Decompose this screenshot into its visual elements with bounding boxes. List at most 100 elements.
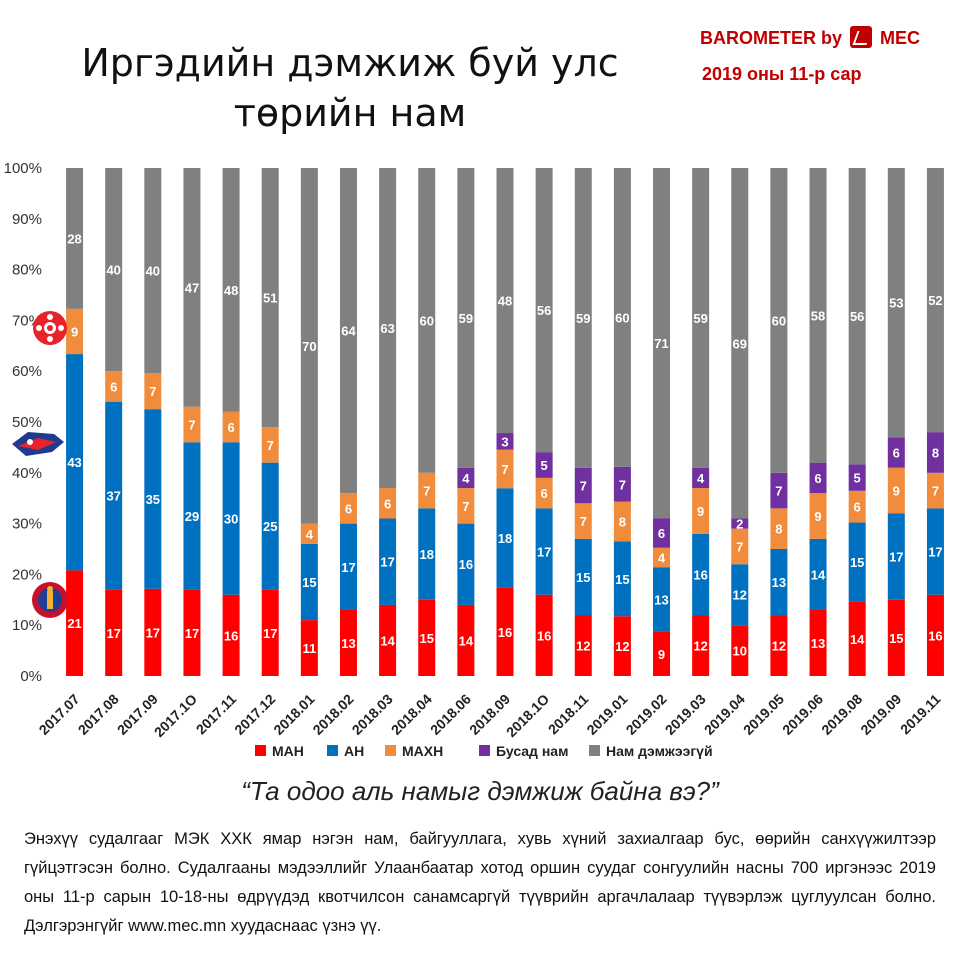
data-label: 7 — [932, 484, 939, 499]
data-label: 59 — [576, 311, 590, 326]
bar-segment — [457, 467, 475, 489]
data-label: 7 — [619, 477, 626, 492]
data-label: 14 — [380, 633, 395, 648]
bar-segment — [496, 449, 514, 489]
data-label: 59 — [459, 311, 473, 326]
data-label: 18 — [420, 547, 434, 562]
bar-segment — [300, 523, 318, 544]
x-tick-label: 2019.08 — [818, 691, 865, 738]
bar-segment — [731, 564, 749, 626]
data-label: 28 — [67, 231, 81, 246]
bar-segment — [300, 168, 318, 524]
bar-segment — [731, 168, 749, 519]
data-label: 16 — [693, 567, 707, 582]
data-label: 64 — [341, 324, 356, 339]
bar-segment — [418, 508, 436, 600]
x-tick-label: 2019.11 — [897, 691, 944, 738]
y-tick-label: 40% — [12, 465, 42, 482]
bar-segment — [457, 604, 475, 676]
bar-segment — [692, 168, 710, 468]
bar-segment — [887, 513, 905, 600]
bar-segment — [66, 308, 84, 355]
data-label: 2 — [736, 517, 743, 532]
data-label: 7 — [423, 484, 430, 499]
bar-segment — [613, 541, 631, 617]
x-tick-label: 2018.11 — [545, 691, 592, 738]
x-tick-label: 2018.06 — [427, 691, 474, 738]
y-tick-label: 90% — [12, 211, 42, 228]
data-label: 7 — [736, 539, 743, 554]
an-emblem-icon — [12, 432, 64, 456]
mahn-emblem-icon — [32, 582, 68, 618]
data-label: 17 — [537, 545, 551, 560]
data-label: 40 — [146, 264, 160, 279]
data-label: 71 — [654, 336, 668, 351]
legend-swatch — [479, 745, 490, 756]
bar-segment — [379, 488, 397, 519]
chart-subtitle: 2019 оны 11-р сар — [702, 64, 862, 84]
data-label: 15 — [302, 575, 316, 590]
data-label: 6 — [110, 379, 117, 394]
bar-segment — [183, 442, 201, 590]
bar-segment — [613, 616, 631, 676]
data-label: 5 — [541, 458, 548, 473]
data-label: 7 — [580, 479, 587, 494]
data-label: 15 — [850, 555, 864, 570]
bar-segment — [613, 168, 631, 467]
data-label: 6 — [345, 501, 352, 516]
bar-segment — [339, 609, 357, 676]
data-label: 11 — [302, 641, 316, 656]
data-label: 17 — [380, 555, 394, 570]
brand-prefix: BAROMETER by — [700, 28, 843, 48]
data-label: 21 — [67, 616, 81, 631]
bar-segment — [183, 168, 201, 407]
bar-segment — [105, 589, 123, 676]
bar-segment — [574, 615, 592, 676]
bar-segment — [261, 427, 279, 463]
legend-label: Бусад нам — [496, 743, 568, 759]
bar-segment — [887, 467, 905, 514]
bar-segment — [339, 168, 357, 494]
bar-segment — [692, 615, 710, 676]
bar-segment — [848, 490, 866, 523]
bar-segment — [809, 493, 827, 539]
data-label: 6 — [384, 496, 391, 511]
bar-segment — [848, 168, 866, 465]
data-label: 70 — [302, 339, 316, 354]
chart-title-line2: төрийн нам — [233, 91, 467, 135]
data-label: 6 — [854, 500, 861, 515]
data-label: 60 — [772, 313, 786, 328]
bar-segment — [653, 631, 671, 676]
data-label: 69 — [733, 336, 747, 351]
bar-segment — [379, 518, 397, 605]
x-tick-label: 2018.1O — [503, 691, 552, 740]
bar-segment — [339, 493, 357, 524]
x-tick-label: 2019.04 — [701, 691, 748, 738]
bar-segment — [809, 462, 827, 494]
y-tick-label: 100% — [4, 160, 42, 177]
y-tick-label: 20% — [12, 566, 42, 583]
bar-segment — [692, 467, 710, 489]
legend-label: МАН — [272, 743, 304, 759]
data-label: 56 — [850, 309, 864, 324]
survey-question: “Та одоо аль намыг дэмжиж байна вэ?” — [241, 776, 719, 806]
bar-segment — [144, 168, 162, 374]
bar-segment — [418, 472, 436, 509]
bar-segment — [574, 503, 592, 539]
bar-segment — [848, 522, 866, 602]
bar-segment — [418, 168, 436, 473]
bar-segment — [66, 570, 84, 676]
data-label: 17 — [146, 625, 160, 640]
methodology-note: Энэхүү судалгааг МЭК ХХК ямар нэгэн нам,… — [24, 830, 936, 935]
brand-name: MEC — [880, 28, 921, 48]
data-label: 60 — [615, 310, 629, 325]
data-label: 9 — [658, 647, 665, 662]
data-label: 13 — [772, 575, 786, 590]
bar-segment — [926, 168, 944, 433]
data-label: 7 — [149, 384, 156, 399]
bar-segment — [692, 533, 710, 616]
bar-segment — [183, 406, 201, 443]
bar-segment — [496, 587, 514, 676]
legend-swatch — [327, 745, 338, 756]
bar-segment — [535, 477, 553, 509]
